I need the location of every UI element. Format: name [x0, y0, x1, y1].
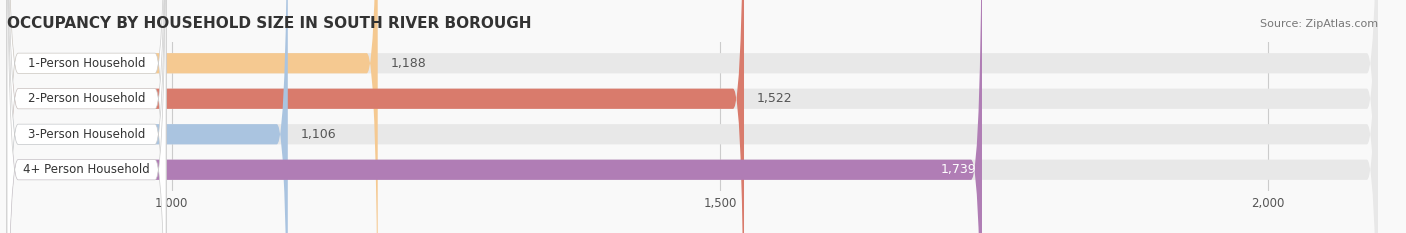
FancyBboxPatch shape	[7, 0, 981, 233]
Text: 1,188: 1,188	[391, 57, 426, 70]
FancyBboxPatch shape	[7, 0, 166, 233]
Text: 3-Person Household: 3-Person Household	[28, 128, 145, 141]
FancyBboxPatch shape	[7, 0, 166, 233]
Text: OCCUPANCY BY HOUSEHOLD SIZE IN SOUTH RIVER BOROUGH: OCCUPANCY BY HOUSEHOLD SIZE IN SOUTH RIV…	[7, 16, 531, 31]
Text: 4+ Person Household: 4+ Person Household	[22, 163, 150, 176]
Text: 1,739: 1,739	[941, 163, 977, 176]
FancyBboxPatch shape	[7, 0, 166, 233]
FancyBboxPatch shape	[7, 0, 288, 233]
Text: 1,106: 1,106	[301, 128, 336, 141]
Text: 1,522: 1,522	[758, 92, 793, 105]
FancyBboxPatch shape	[7, 0, 744, 233]
FancyBboxPatch shape	[7, 0, 1378, 233]
FancyBboxPatch shape	[7, 0, 1378, 233]
FancyBboxPatch shape	[7, 0, 378, 233]
Text: 1-Person Household: 1-Person Household	[28, 57, 145, 70]
FancyBboxPatch shape	[7, 0, 166, 233]
Text: 2-Person Household: 2-Person Household	[28, 92, 145, 105]
Text: Source: ZipAtlas.com: Source: ZipAtlas.com	[1260, 19, 1378, 29]
FancyBboxPatch shape	[7, 0, 1378, 233]
FancyBboxPatch shape	[7, 0, 1378, 233]
